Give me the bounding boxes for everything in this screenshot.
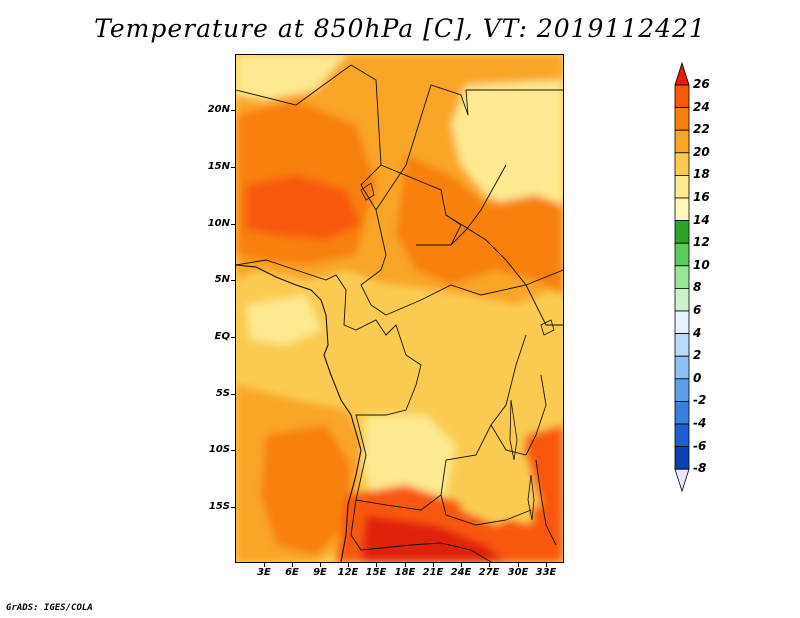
colorbar-label: 4 [693,325,702,340]
lakes [360,182,555,521]
colorbar-cell [674,197,690,222]
colorbar-cell [674,265,690,289]
colorbar-cell [674,287,690,312]
colorbar-label: -2 [693,393,707,408]
lon-tick [264,563,265,567]
colorbar-label: 22 [693,122,710,137]
colorbar-label: 14 [693,212,710,227]
lat-tick [231,280,235,281]
lon-label-12e: 12E [337,567,359,578]
lon-label-33e: 33E [535,567,557,578]
lat-label-15s: 15S [208,501,230,512]
lat-label-5n: 5N [214,274,230,285]
country-borders [236,64,563,562]
colorbar-label: -8 [693,461,707,476]
lat-label-5s: 5S [215,388,230,399]
colorbar-label: 2 [693,348,702,363]
lon-tick [489,563,490,567]
map-panel [235,54,564,563]
lat-label-20n: 20N [207,104,230,115]
lon-tick [376,563,377,567]
lat-tick [231,224,235,225]
map-title: Temperature at 850hPa [C], VT: 201911242… [94,14,706,43]
lon-label-6e: 6E [285,567,299,578]
temperature-region-26-plus [361,515,506,562]
grads-credit: GrADS: IGES/COLA [6,603,93,613]
lat-tick [231,167,235,168]
colorbar-cell [674,107,690,131]
lon-tick [461,563,462,567]
lat-tick [231,110,235,111]
lon-label-24e: 24E [450,567,472,578]
colorbar-label: 16 [693,190,710,204]
colorbar-label: 18 [693,167,710,182]
lon-tick [518,563,519,567]
colorbar-cell [674,355,690,380]
lon-label-9e: 9E [313,567,327,578]
temperature-map [236,55,563,562]
colorbar-bottom-triangle [674,468,690,493]
lon-label-30e: 30E [507,567,529,578]
temperature-region-16-18-northwest [236,55,346,100]
colorbar-cell [674,400,690,425]
colorbar-label: 26 [693,77,710,91]
lon-label-15e: 15E [365,567,387,578]
lon-tick [348,563,349,567]
colorbar-cell [674,84,690,109]
lat-tick [231,507,235,508]
colorbar-cells [674,61,690,493]
colorbar-cell [674,152,690,176]
temperature-region-24-26-west [246,175,361,240]
colorbar-label: 20 [693,144,710,159]
colorbar-cell [674,423,690,448]
colorbar-top-triangle [674,61,690,86]
colorbar-label: -6 [693,438,707,453]
temperature-region-16-18-coast [246,295,321,345]
colorbar-label: 24 [693,99,710,114]
coastline [236,264,362,562]
temperature-region-16-18-northeast [451,80,563,215]
temperature-region-22-24-east [396,155,563,295]
lon-label-27e: 27E [478,567,500,578]
lat-label-eq: EQ [214,331,230,342]
colorbar-cell [674,129,690,154]
colorbar-cell [674,378,690,402]
lon-tick [292,563,293,567]
lat-label-10n: 10N [207,218,230,229]
colorbar-label: 10 [693,257,710,272]
colorbar-label: 8 [693,280,702,295]
colorbar-label: -4 [693,416,707,430]
colorbar-cell [674,310,690,335]
colorbar-cell [674,333,690,357]
colorbar-cell [674,174,690,199]
lat-label-10s: 10S [208,444,230,455]
colorbar-cell [674,446,690,470]
lat-tick [231,394,235,395]
lon-tick [433,563,434,567]
lat-label-15n: 15N [207,161,230,172]
lon-label-18e: 18E [394,567,416,578]
colorbar-label: 0 [693,370,702,385]
lon-tick [320,563,321,567]
lon-tick [405,563,406,567]
lat-tick [231,337,235,338]
lon-label-3e: 3E [257,567,271,578]
lat-tick [231,450,235,451]
colorbar-label: 12 [693,235,710,250]
lon-label-21e: 21E [422,567,444,578]
temperature-region-22-24-southwest [261,425,351,555]
temperature-region-18-20-southeast [461,455,541,525]
colorbar-cell [674,220,690,244]
colorbar-label: 6 [693,303,702,317]
lon-tick [546,563,547,567]
colorbar-cell [674,242,690,267]
